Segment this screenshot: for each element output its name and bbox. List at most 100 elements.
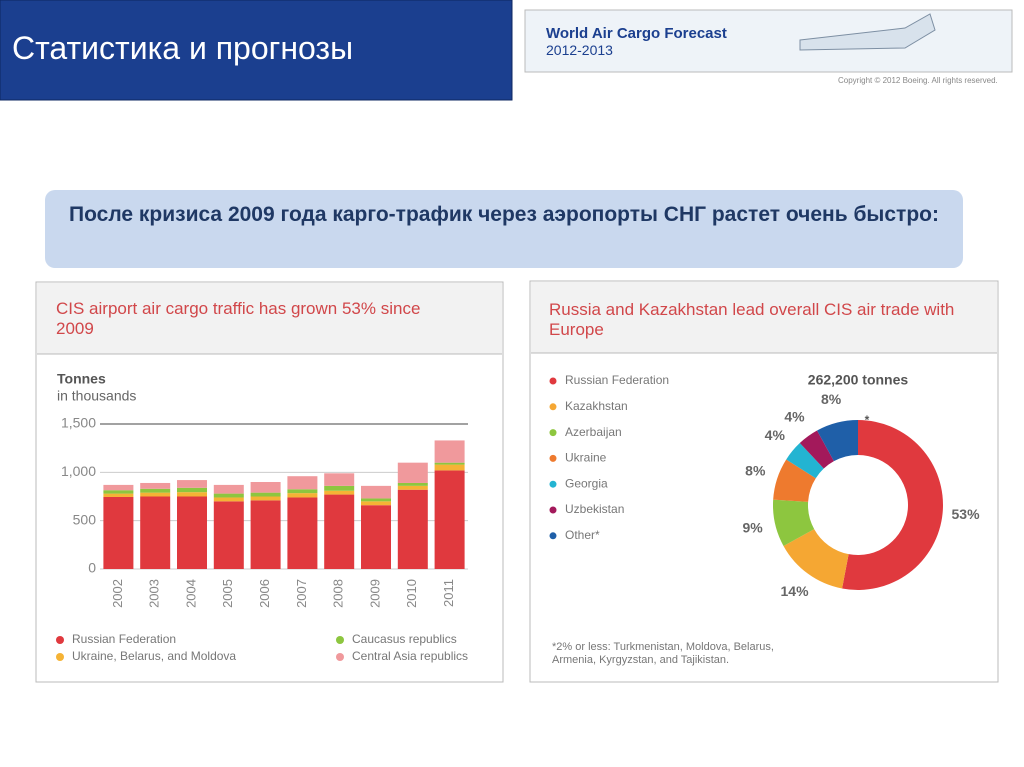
x-tick-label: 2008 bbox=[331, 579, 346, 608]
bar-segment bbox=[140, 482, 171, 489]
value-label: 4% bbox=[784, 408, 805, 424]
bar-segment bbox=[397, 485, 428, 490]
legend-marker bbox=[56, 636, 64, 644]
bar-segment bbox=[397, 482, 428, 486]
left-panel-header bbox=[37, 283, 502, 354]
bar-segment bbox=[103, 484, 134, 491]
y-axis-unit: in thousands bbox=[57, 388, 136, 404]
bar-segment bbox=[287, 476, 318, 490]
banner-subtitle: 2012-2013 bbox=[546, 42, 613, 58]
bar-segment bbox=[250, 500, 281, 569]
bar-segment bbox=[361, 505, 391, 569]
x-tick-label: 2002 bbox=[110, 579, 125, 608]
legend-marker bbox=[549, 506, 557, 514]
footnote: *2% or less: Turkmenistan, Moldova, Bela… bbox=[552, 641, 774, 666]
bar-segment bbox=[361, 498, 391, 502]
legend-marker bbox=[336, 636, 344, 644]
bar-segment bbox=[103, 493, 134, 497]
legend-label: Russian Federation bbox=[72, 632, 176, 646]
value-label: 14% bbox=[781, 583, 810, 599]
bar-segment bbox=[324, 473, 355, 486]
callout-text: После кризиса 2009 года карго-трафик чер… bbox=[69, 203, 939, 226]
bar-segment bbox=[434, 440, 465, 463]
pie-slice bbox=[783, 529, 849, 589]
copyright: Copyright © 2012 Boeing. All rights rese… bbox=[838, 76, 998, 85]
pie-slice bbox=[842, 420, 943, 590]
legend-marker bbox=[336, 653, 344, 661]
bar-segment bbox=[213, 497, 244, 502]
legend-marker bbox=[549, 532, 557, 540]
bar-segment bbox=[324, 490, 355, 495]
callout-box bbox=[45, 190, 963, 268]
legend-marker bbox=[56, 653, 64, 661]
x-tick-label: 2003 bbox=[147, 579, 162, 608]
bar-segment bbox=[361, 501, 391, 506]
x-tick-label: 2006 bbox=[257, 579, 272, 608]
y-tick-label: 1,500 bbox=[61, 415, 96, 431]
bar-segment bbox=[103, 496, 134, 569]
bar-segment bbox=[434, 462, 465, 465]
legend-marker bbox=[549, 377, 557, 385]
legend-label: Georgia bbox=[565, 476, 608, 490]
x-tick-label: 2010 bbox=[404, 579, 419, 608]
page-title: Статистика и прогнозы bbox=[12, 30, 354, 66]
chart-title: CIS airport air cargo traffic has grown … bbox=[56, 299, 421, 338]
right-panel-header bbox=[531, 282, 997, 353]
chart-title: Russia and Kazakhstan lead overall CIS a… bbox=[549, 300, 955, 339]
legend-label: Uzbekistan bbox=[565, 502, 624, 516]
y-axis-label: Tonnes bbox=[57, 371, 106, 387]
bar-segment bbox=[287, 497, 318, 569]
pie-slice bbox=[786, 443, 824, 479]
value-label: 8% bbox=[745, 462, 766, 478]
y-tick-label: 0 bbox=[88, 560, 96, 576]
annotation: * bbox=[865, 413, 870, 427]
pie-slice bbox=[773, 459, 816, 502]
bar-segment bbox=[361, 485, 391, 499]
value-label: 4% bbox=[765, 427, 786, 443]
total-label: 262,200 tonnes bbox=[808, 372, 909, 388]
bar-segment bbox=[397, 462, 428, 483]
bar-segment bbox=[397, 489, 428, 569]
bar-segment bbox=[177, 487, 207, 493]
legend-label: Caucasus republics bbox=[352, 632, 457, 646]
bar-segment bbox=[287, 489, 318, 494]
pie-slice bbox=[817, 420, 858, 462]
bar-segment bbox=[250, 496, 281, 501]
pie-slice bbox=[772, 499, 815, 546]
plane-icon bbox=[799, 13, 936, 51]
bar-segment bbox=[434, 470, 465, 569]
legend-marker bbox=[549, 454, 557, 462]
bar-segment bbox=[177, 480, 207, 488]
bar-segment bbox=[250, 482, 281, 493]
banner-title: World Air Cargo Forecast bbox=[546, 25, 727, 42]
bar-segment bbox=[434, 464, 465, 471]
legend-label: Other* bbox=[565, 528, 600, 542]
bar-segment bbox=[140, 492, 171, 497]
bar-segment bbox=[213, 493, 244, 498]
bar-segment bbox=[324, 485, 355, 491]
legend-label: Ukraine, Belarus, and Moldova bbox=[72, 649, 236, 663]
legend-label: Russian Federation bbox=[565, 373, 669, 387]
bar-segment bbox=[213, 484, 244, 494]
value-label: 9% bbox=[742, 519, 763, 535]
value-label: 8% bbox=[821, 391, 842, 407]
header-bar bbox=[0, 0, 513, 101]
legend-label: Azerbaijan bbox=[565, 425, 622, 439]
bar-segment bbox=[140, 488, 171, 493]
legend-label: Central Asia republics bbox=[352, 649, 468, 663]
legend-label: Kazakhstan bbox=[565, 399, 628, 413]
bar-segment bbox=[177, 496, 207, 569]
bar-segment bbox=[213, 501, 244, 569]
value-label: 53% bbox=[952, 506, 981, 522]
x-tick-label: 2011 bbox=[441, 579, 456, 607]
bar-segment bbox=[140, 496, 171, 569]
legend-label: Ukraine bbox=[565, 451, 607, 465]
legend-marker bbox=[549, 429, 557, 437]
pie-slice bbox=[799, 430, 834, 469]
y-tick-label: 1,000 bbox=[61, 463, 96, 479]
bar-segment bbox=[287, 493, 318, 498]
bar-segment bbox=[324, 494, 355, 569]
bar-segment bbox=[103, 490, 134, 494]
